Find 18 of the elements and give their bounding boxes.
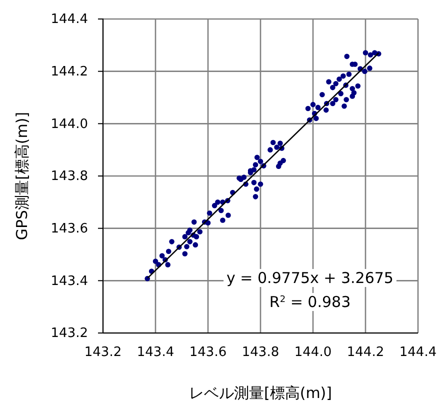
x-tick-label: 143.8 xyxy=(242,345,280,360)
x-tick-label: 144.0 xyxy=(294,345,332,360)
y-tick-label: 143.2 xyxy=(50,326,88,342)
y-axis-title: GPS測量[標高(m)] xyxy=(13,112,31,240)
y-tick-label: 144.2 xyxy=(50,64,88,80)
annotation: y = 0.9775x + 3.2675 xyxy=(226,269,394,287)
y-tick-label: 143.6 xyxy=(50,221,88,236)
y-tick-label: 143.8 xyxy=(50,169,88,184)
y-tick-label: 144.4 xyxy=(50,12,88,28)
x-tick-label: 143.6 xyxy=(189,345,227,360)
x-axis-title: レベル測量[標高(m)] xyxy=(188,384,332,402)
annotation: R$^{2}$ = 0.983 xyxy=(269,293,351,311)
x-tick-label: 144.2 xyxy=(346,345,384,360)
y-tick-label: 143.4 xyxy=(50,274,88,289)
y-tick-label: 144.0 xyxy=(50,116,88,132)
x-tick-label: 144.4 xyxy=(399,345,437,360)
x-tick-label: 143.4 xyxy=(136,345,174,360)
x-tick-label: 143.2 xyxy=(84,345,122,360)
